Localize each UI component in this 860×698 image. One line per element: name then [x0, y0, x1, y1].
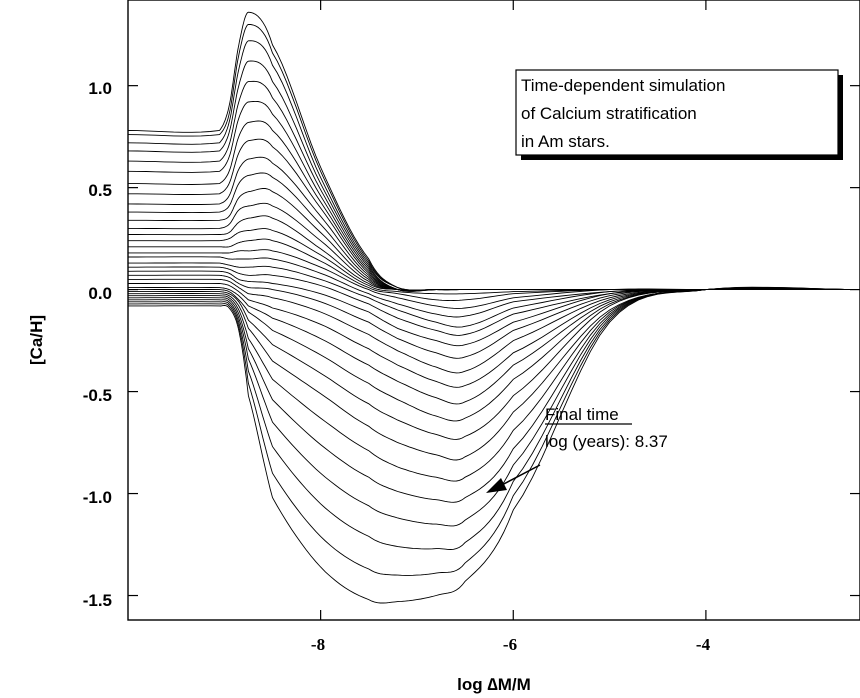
series-line-33 — [128, 286, 860, 604]
final-time-value: log (years): 8.37 — [545, 432, 668, 451]
final-time-annotation: Final time log (years): 8.37 — [486, 405, 668, 493]
series-line-32 — [128, 286, 860, 576]
y-tick-label: -1.5 — [83, 591, 112, 610]
series-line-22 — [128, 278, 860, 374]
series-line-16 — [128, 249, 860, 309]
x-tick-label: -6 — [503, 635, 517, 654]
series-line-23 — [128, 282, 860, 388]
series-line-31 — [128, 287, 860, 550]
series-line-18 — [128, 262, 860, 328]
y-tick-label: 1.0 — [88, 79, 112, 98]
y-tick-label: -1.0 — [83, 488, 112, 507]
series-line-9 — [127, 156, 860, 292]
series-line-26 — [128, 287, 860, 440]
annotation-line: in Am stars. — [521, 132, 610, 151]
y-axis-label: [Ca/H] — [27, 315, 46, 365]
series-line-8 — [128, 138, 860, 292]
final-time-arrow-head — [486, 478, 507, 493]
y-tick-label: 0.5 — [88, 181, 112, 200]
series-lines — [127, 11, 860, 604]
series-line-27 — [128, 287, 860, 461]
series-line-29 — [128, 287, 860, 503]
series-line-20 — [127, 270, 860, 347]
series-line-25 — [128, 288, 860, 422]
x-tick-labels: -8 -6 -4 — [311, 635, 711, 654]
x-tick-label: -8 — [311, 635, 325, 654]
x-axis-label: log ∆M/M — [457, 675, 531, 694]
series-line-24 — [128, 286, 860, 405]
series-line-19 — [128, 266, 860, 336]
series-line-14 — [128, 228, 860, 295]
series-line-30 — [128, 287, 860, 527]
series-line-12 — [128, 202, 860, 291]
y-tick-label: -0.5 — [83, 386, 112, 405]
series-line-28 — [128, 287, 860, 482]
series-line-13 — [128, 215, 860, 291]
axis-ticks — [128, 0, 860, 620]
annotation-box: Time-dependent simulation of Calcium str… — [515, 69, 843, 160]
x-tick-label: -4 — [696, 635, 711, 654]
final-time-heading: Final time — [545, 405, 619, 424]
plot-frame — [127, 0, 860, 621]
series-line-17 — [128, 256, 860, 318]
series-line-15 — [128, 238, 860, 302]
series-line-21 — [128, 274, 860, 359]
y-tick-labels: 1.0 0.5 0.0 -0.5 -1.0 -1.5 — [83, 79, 112, 610]
final-time-arrow-shaft — [497, 464, 541, 488]
y-tick-label: 0.0 — [88, 284, 112, 303]
annotation-line: Time-dependent simulation — [521, 76, 725, 95]
series-line-11 — [128, 188, 860, 291]
annotation-box-frame — [515, 69, 839, 156]
annotation-line: of Calcium stratification — [521, 104, 697, 123]
